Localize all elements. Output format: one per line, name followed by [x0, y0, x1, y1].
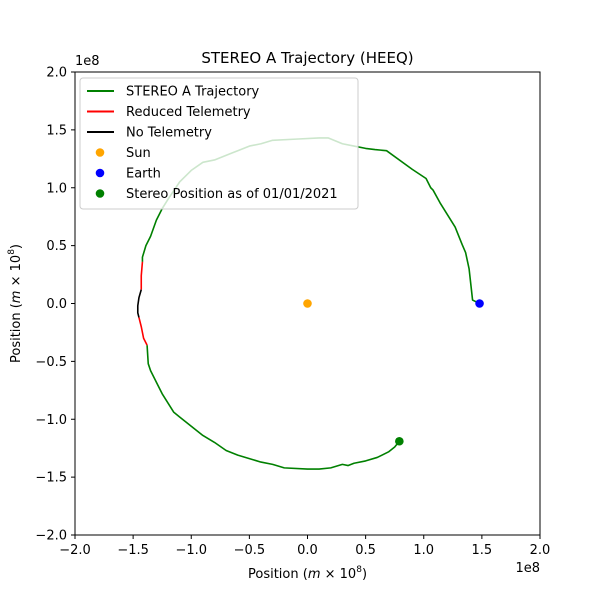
series-line-no-telemetry — [136, 289, 143, 318]
point-earth — [475, 299, 484, 308]
y-tick-label: 0.0 — [46, 297, 67, 312]
x-tick-label: −1.5 — [117, 543, 149, 558]
x-tick-label: 0.0 — [297, 543, 318, 558]
y-tick-label: −1.0 — [35, 413, 67, 428]
y-tick-label: 1.0 — [46, 181, 67, 196]
y-tick-label: 2.0 — [46, 66, 67, 81]
legend-entry-label: Stereo Position as of 01/01/2021 — [126, 187, 338, 202]
x-axis-label: Position (m × 108) — [248, 565, 367, 582]
x-axis-offset-label: 1e8 — [515, 561, 540, 576]
y-tick-label: 1.5 — [46, 123, 67, 138]
legend-entry-label: STEREO A Trajectory — [126, 85, 260, 100]
x-tick-label: 1.5 — [472, 543, 493, 558]
y-axis-ticks: −2.0 −1.5 −1.0 −0.5 0.0 0.5 1.0 1.5 2.0 — [35, 66, 75, 544]
series-line-reduced-telemetry — [138, 317, 148, 346]
x-tick-label: −0.5 — [234, 543, 266, 558]
legend-point-marker — [95, 168, 105, 178]
y-tick-label: 0.5 — [46, 239, 67, 254]
chart-title: STEREO A Trajectory (HEEQ) — [201, 49, 413, 67]
legend-entry-label: Earth — [126, 167, 161, 182]
x-tick-label: −1.0 — [175, 543, 207, 558]
legend-entry-label: No Telemetry — [126, 126, 212, 141]
x-axis-ticks: −2.0 −1.5 −1.0 −0.5 0.0 0.5 1.0 1.5 2.0 — [59, 535, 550, 558]
series-line-reduced-telemetry — [140, 261, 144, 290]
legend-box — [79, 77, 359, 210]
legend-point-marker — [95, 189, 105, 198]
legend: STEREO A Trajectory Reduced Telemetry No T… — [79, 77, 359, 210]
legend-point-marker — [95, 148, 105, 157]
points-layer — [303, 299, 484, 446]
x-tick-label: 0.5 — [355, 543, 376, 558]
point-sun — [303, 299, 312, 308]
y-axis-offset-label: 1e8 — [75, 54, 100, 69]
y-tick-label: −2.0 — [35, 529, 67, 544]
y-tick-label: −1.5 — [35, 471, 67, 486]
legend-entry-label: Sun — [126, 146, 151, 161]
x-tick-label: 2.0 — [530, 543, 551, 558]
y-axis-label: Position (m × 108) — [7, 244, 24, 363]
x-tick-label: 1.0 — [413, 543, 434, 558]
point-stereo — [395, 436, 404, 446]
series-line-stereo-a-trajectory — [146, 345, 400, 470]
y-tick-label: −0.5 — [35, 355, 67, 370]
x-tick-label: −2.0 — [59, 543, 91, 558]
legend-entry-label: Reduced Telemetry — [126, 105, 251, 120]
